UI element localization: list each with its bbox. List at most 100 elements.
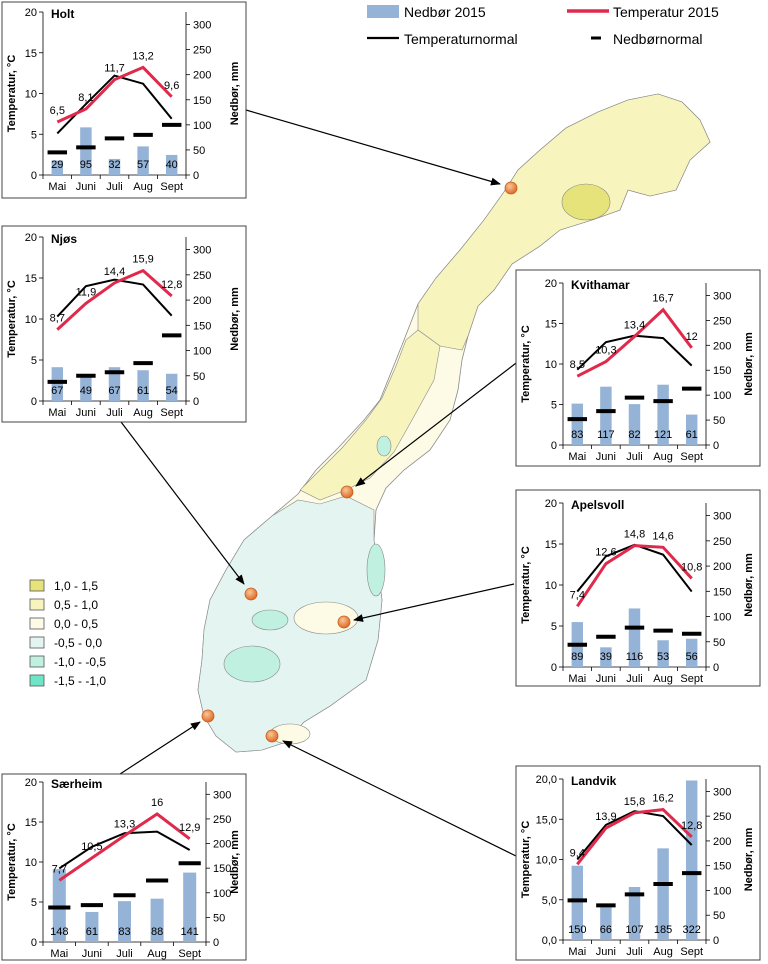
y2-tick-label: 150: [193, 95, 211, 107]
anomaly-swatch-0: [29, 579, 45, 592]
y2-tick-label: 200: [713, 340, 731, 352]
x-tick-label: Aug: [133, 407, 153, 419]
bar-value-label: 39: [600, 651, 612, 663]
y2-tick-label: 150: [713, 861, 731, 873]
anomaly-label-2: 0,0 - 0,5: [54, 617, 98, 631]
y-axis-title: Temperatur, °C: [6, 280, 18, 358]
station-njos: [244, 587, 258, 601]
y-tick-label: 15,0: [536, 814, 557, 826]
station-holt: [504, 181, 518, 195]
bar-nedbor-2015: [657, 384, 669, 445]
bar-nedbor-2015: [571, 865, 584, 940]
y2-tick-label: 300: [713, 511, 731, 523]
chart-panel-landvik: 0,0 5,0 10,0 15,0 20,0 0 50 100 150 200 250 300 Mai J…: [515, 765, 761, 961]
bar-value-label: 66: [600, 924, 612, 936]
map-zone-lake: [376, 435, 392, 457]
y-tick-label: 15: [545, 319, 557, 331]
y-tick-label: 5: [31, 897, 37, 909]
temp-2015-value-label: 16,2: [652, 793, 673, 805]
bar-value-label: 57: [137, 159, 149, 171]
anomaly-label-4: -1,0 - -0,5: [54, 655, 106, 669]
x-tick-label: Mai: [48, 407, 66, 419]
temp-2015-value-label: 10,3: [595, 345, 616, 357]
x-tick-label: Mai: [48, 181, 66, 193]
y-axis-title: Temperatur, °C: [520, 821, 532, 899]
y2-tick-label: 0: [193, 170, 199, 182]
bar-nedbor-2015: [137, 370, 149, 401]
x-tick-label: Juni: [82, 948, 102, 960]
bar-value-label: 82: [628, 429, 640, 441]
temp-2015-value-label: 10,5: [81, 841, 102, 853]
chart-title: Apelsvoll: [571, 498, 624, 512]
bar-value-label: 40: [166, 159, 178, 171]
y-tick-label: 15: [545, 539, 557, 551]
bar-value-label: 116: [626, 651, 644, 663]
x-tick-label: Juli: [626, 451, 643, 463]
bar-value-label: 83: [571, 429, 583, 441]
arrow-kvithamar: [355, 359, 521, 487]
x-tick-label: Mai: [50, 948, 68, 960]
y2-tick-label: 250: [193, 45, 211, 57]
bar-nedbor-2015: [137, 146, 149, 175]
x-tick-label: Aug: [653, 673, 673, 685]
x-tick-label: Juli: [106, 181, 123, 193]
y2-tick-label: 0: [713, 440, 719, 452]
bar-value-label: 88: [151, 926, 163, 938]
legend-label-nedbornormal: Nedbørnormal: [613, 31, 702, 47]
anomaly-legend: 1,0 - 1,5 0,5 - 1,0 0,0 - 0,5 -0,5 - 0,0…: [29, 579, 106, 688]
anomaly-swatch-3: [29, 636, 45, 649]
map-zone-trondelag: [299, 329, 441, 501]
y2-axis-title: Nedbør, mm: [743, 332, 755, 396]
map-zone-north: [417, 93, 711, 351]
y-tick-label: 0,0: [542, 935, 557, 947]
y-tick-label: 10: [545, 580, 557, 592]
temp-2015-value-label: 9,4: [570, 847, 585, 859]
y2-tick-label: 100: [713, 885, 731, 897]
station-arrows: [117, 109, 521, 859]
y2-tick-label: 200: [193, 70, 211, 82]
bar-value-label: 53: [657, 651, 669, 663]
bar-value-label: 148: [50, 926, 68, 938]
x-tick-label: Sept: [680, 673, 703, 685]
y2-tick-label: 200: [713, 836, 731, 848]
bar-nedbor-2015: [108, 367, 121, 401]
temp-2015-value-label: 12: [686, 331, 698, 343]
y2-tick-label: 100: [193, 346, 211, 358]
x-tick-label: Aug: [653, 451, 673, 463]
temp-2015-value-label: 13,4: [624, 319, 645, 331]
x-tick-label: Sept: [680, 946, 703, 958]
y2-axis-title: Nedbør, mm: [229, 62, 241, 126]
bar-value-label: 121: [654, 429, 672, 441]
y-tick-label: 20: [25, 777, 37, 789]
y2-tick-label: 150: [713, 365, 731, 377]
line-temperaturnormal: [58, 830, 191, 870]
y-tick-label: 20: [25, 7, 37, 19]
bar-value-label: 49: [80, 385, 92, 397]
temp-2015-value-label: 7,4: [570, 589, 585, 601]
bar-nedbor-2015: [165, 373, 178, 401]
bar-nedbor-2015: [600, 647, 612, 667]
y-tick-label: 10,0: [536, 855, 557, 867]
y-axis-title: Temperatur, °C: [6, 823, 18, 901]
y-tick-label: 20: [545, 278, 557, 290]
bar-nedbor-2015: [657, 640, 669, 667]
temp-2015-value-label: 9,6: [164, 80, 179, 92]
legend-label-tempnormal: Temperaturnormal: [404, 31, 518, 47]
x-tick-label: Juli: [626, 673, 643, 685]
x-tick-label: Juni: [596, 946, 616, 958]
line-temperatur-2015: [576, 307, 693, 378]
y-tick-label: 20: [545, 498, 557, 510]
bar-value-label: 61: [686, 429, 698, 441]
y-tick-label: 5: [551, 400, 557, 412]
bar-value-label: 117: [597, 429, 615, 441]
y-tick-label: 20: [25, 232, 37, 244]
x-tick-label: Aug: [653, 946, 673, 958]
bar-value-label: 322: [683, 924, 701, 936]
y2-axis-title: Nedbør, mm: [743, 553, 755, 617]
y2-tick-label: 100: [713, 612, 731, 624]
